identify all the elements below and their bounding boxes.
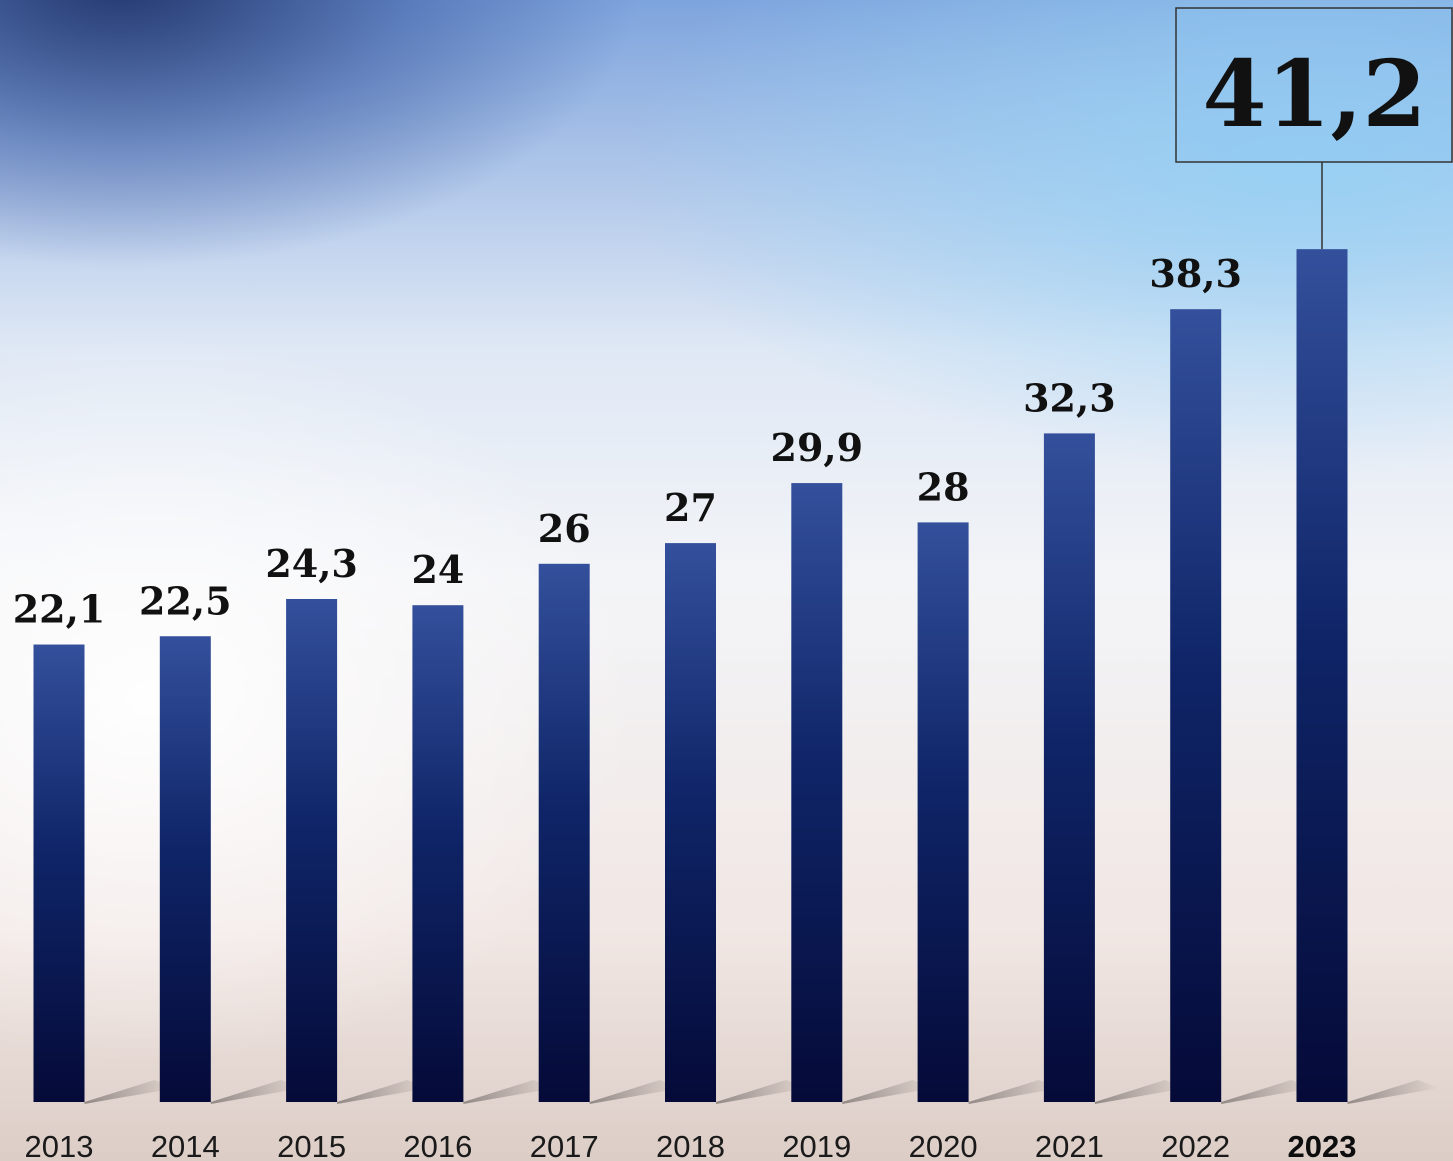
bar-2019: [791, 483, 843, 1102]
bar-shadow: [84, 1080, 177, 1104]
bars-group: [33, 249, 1348, 1102]
value-label-2015: 24,3: [265, 541, 358, 586]
bar-2014: [159, 636, 211, 1102]
value-labels-group: 22,1 22,5 24,3 24 26 27 29,9 28 32,3 38,3: [13, 251, 1242, 631]
bar-shadows: [84, 1080, 1440, 1104]
bar-2016: [412, 605, 464, 1102]
year-label-2021: 2021: [1035, 1129, 1104, 1161]
year-label-2014: 2014: [151, 1129, 220, 1161]
year-label-2018: 2018: [656, 1129, 725, 1161]
bar-2015: [286, 598, 338, 1102]
bar-shadow: [1347, 1080, 1440, 1104]
bar-shadow: [1221, 1080, 1314, 1104]
bar-shadow: [1094, 1080, 1187, 1104]
callout-box: [1175, 7, 1453, 163]
year-label-2023: 2023: [1288, 1129, 1357, 1161]
value-label-2022: 38,3: [1149, 251, 1242, 296]
value-label-2019: 29,9: [771, 425, 864, 470]
year-label-2017: 2017: [530, 1129, 599, 1161]
value-label-2013: 22,1: [13, 587, 106, 632]
bar-shadow: [589, 1080, 682, 1104]
highlight-callout: 41,2: [1175, 7, 1453, 250]
value-label-2018: 27: [664, 485, 717, 530]
bar-2013: [33, 644, 85, 1102]
year-label-2022: 2022: [1161, 1129, 1230, 1161]
bar-shadow: [716, 1080, 808, 1104]
bar-2017: [538, 563, 590, 1102]
year-label-2013: 2013: [25, 1129, 94, 1161]
bar-2023: [1296, 249, 1348, 1102]
bar-shadow: [210, 1080, 303, 1104]
year-label-2016: 2016: [403, 1129, 472, 1161]
year-labels-group: 2013 2014 2015 2016 2017 2018 2019 2020 2021 2022…: [25, 1129, 1357, 1161]
bar-shadow: [463, 1080, 556, 1104]
year-label-2019: 2019: [782, 1129, 851, 1161]
bar-shadow: [968, 1080, 1061, 1104]
value-label-2020: 28: [917, 464, 970, 509]
bar-shadow: [337, 1080, 430, 1104]
value-label-2014: 22,5: [139, 578, 232, 623]
value-label-2021: 32,3: [1023, 375, 1116, 420]
value-label-2016: 24: [411, 547, 464, 592]
bar-2021: [1043, 433, 1095, 1102]
bar-2020: [917, 522, 969, 1102]
year-label-2015: 2015: [277, 1129, 346, 1161]
bar-2018: [665, 543, 716, 1102]
bar-shadow: [842, 1080, 935, 1104]
bar-2022: [1170, 309, 1222, 1102]
callout-value: 41,2: [1202, 40, 1426, 148]
year-label-2020: 2020: [909, 1129, 978, 1161]
value-label-2017: 26: [538, 506, 591, 551]
